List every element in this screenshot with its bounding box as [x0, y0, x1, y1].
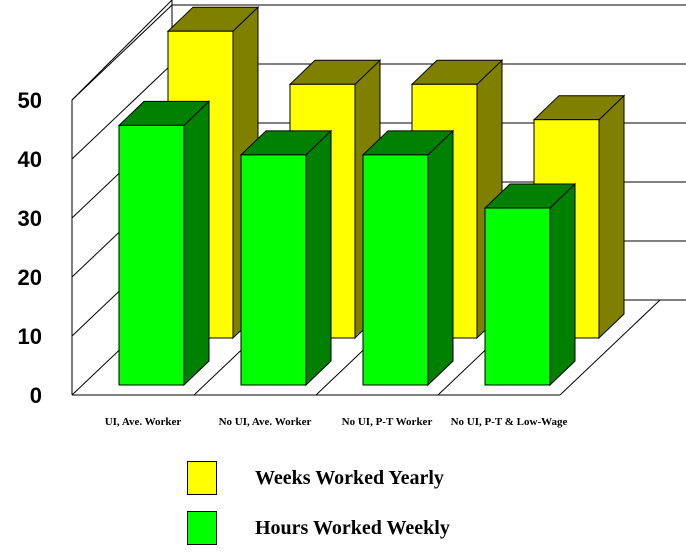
gridline-side [71, 63, 173, 160]
bar-hours-3 [361, 129, 455, 387]
x-tick-label: No UI, P-T & Low-Wage [451, 416, 568, 428]
legend-swatch-weeks [187, 461, 217, 495]
x-tick-label: No UI, Ave. Worker [219, 416, 312, 428]
gridline-side [71, 4, 173, 101]
side-wall-top-edge [71, 0, 173, 101]
bar-hours-1-front [118, 124, 185, 386]
y-tick-label: 40 [18, 147, 42, 172]
x-tick-label: No UI, P-T Worker [342, 416, 433, 428]
bar-hours-4-side [549, 182, 576, 387]
y-tick-label: 10 [18, 324, 42, 349]
y-tick-label: 20 [18, 265, 42, 290]
y-tick-label: 50 [18, 88, 42, 113]
x-tick-label: UI, Ave. Worker [105, 416, 182, 428]
bars [117, 6, 626, 387]
legend: Weeks Worked Yearly Hours Worked Weekly [187, 460, 450, 560]
bar-hours-2-front [240, 154, 307, 386]
x-axis-ticks: UI, Ave. Worker No UI, Ave. Worker No UI, … [105, 416, 568, 428]
bar-chart-3d: 0 10 20 30 40 50 UI, Ave. Worker No UI, Ave. W… [18, 0, 686, 428]
legend-item-hours: Hours Worked Weekly [187, 510, 450, 546]
y-tick-label: 0 [30, 383, 42, 408]
bar-weeks-4-side [598, 94, 625, 340]
legend-label-hours: Hours Worked Weekly [255, 516, 450, 539]
bar-hours-1 [117, 100, 211, 387]
y-tick-label: 30 [18, 206, 42, 231]
legend-swatch-hours [187, 511, 217, 545]
legend-label-weeks: Weeks Worked Yearly [255, 466, 444, 489]
bar-hours-3-side [427, 129, 454, 387]
y-axis-ticks: 0 10 20 30 40 50 [18, 88, 42, 408]
legend-item-weeks: Weeks Worked Yearly [187, 460, 450, 496]
bar-hours-4-front [484, 207, 551, 386]
bar-hours-2-side [305, 129, 332, 387]
bar-hours-2 [239, 129, 333, 387]
bar-hours-3-front [362, 154, 429, 386]
floor-right-edge [559, 299, 661, 396]
bar-hours-1-side [183, 100, 210, 387]
bar-hours-4 [483, 182, 577, 387]
